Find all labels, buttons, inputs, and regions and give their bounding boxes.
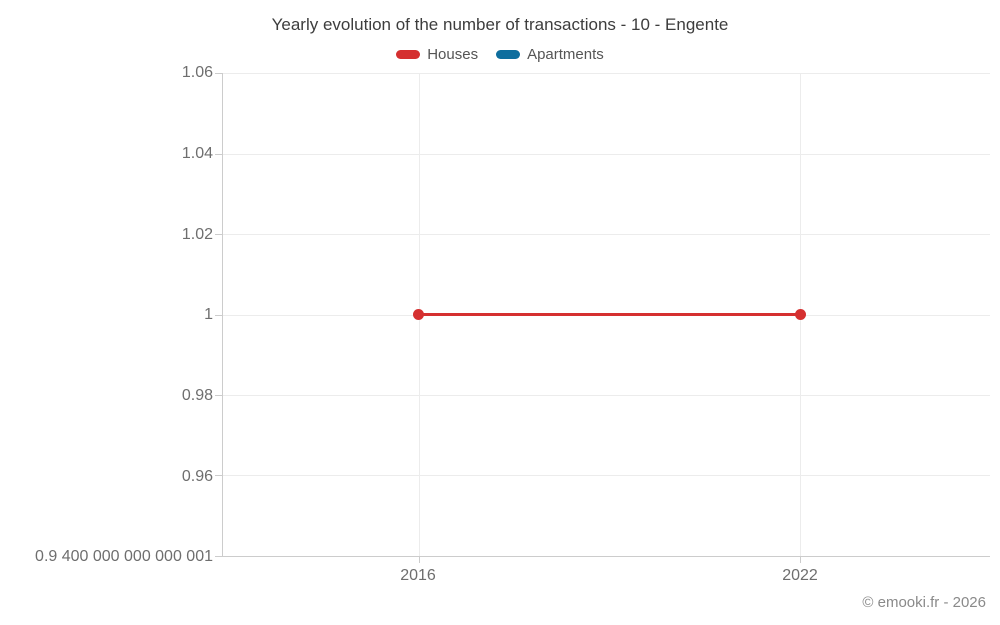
x-axis-label-2016: 2016: [400, 567, 436, 584]
chart-title: Yearly evolution of the number of transa…: [271, 15, 729, 34]
gridline-y-0-98: [223, 395, 990, 396]
houses-series-line: [418, 313, 801, 316]
x-axis-label-2022: 2022: [782, 567, 818, 584]
y-tick-1-06: [215, 73, 223, 74]
y-axis-label-1: 1: [204, 306, 213, 323]
gridline-y-1-06: [223, 73, 990, 74]
y-axis-label-1-06: 1.06: [181, 64, 213, 81]
y-tick-min: [215, 556, 223, 557]
y-tick-0-96: [215, 475, 223, 477]
legend-item-apartments[interactable]: Apartments: [496, 46, 604, 63]
y-axis-label-0-96: 0.96: [181, 468, 213, 485]
y-axis-label-0-98: 0.98: [181, 387, 213, 404]
y-tick-1-04: [215, 153, 223, 155]
houses-point-2022[interactable]: [794, 309, 806, 320]
houses-point-2016[interactable]: [413, 309, 425, 320]
x-tick-2016: [418, 557, 420, 563]
gridline-y-1-02: [223, 233, 990, 235]
y-axis-label-min: 0.9 400 000 000 000 001: [35, 548, 213, 565]
legend-houses-label: Houses: [427, 46, 479, 63]
gridline-y-1-04: [223, 153, 990, 155]
y-axis-label-1-02: 1.02: [181, 226, 213, 243]
y-axis-label-1-04: 1.04: [181, 145, 213, 162]
legend-item-houses[interactable]: Houses: [396, 46, 478, 63]
legend-apartments-label: Apartments: [527, 46, 604, 63]
chart-legend: Houses Apartments: [0, 46, 1000, 63]
copyright-credit: © emooki.fr - 2026: [862, 594, 986, 611]
gridline-y-0-96: [223, 475, 990, 477]
apartments-series-swatch-icon: [496, 50, 521, 59]
y-tick-0-98: [215, 395, 223, 396]
houses-series-swatch-icon: [396, 50, 421, 59]
plot-area: [215, 73, 990, 563]
y-tick-1-02: [215, 233, 223, 235]
x-tick-2022: [800, 557, 802, 563]
y-tick-1: [215, 314, 223, 316]
